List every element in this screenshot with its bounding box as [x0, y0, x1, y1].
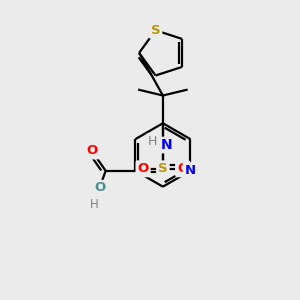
- Text: O: O: [86, 145, 98, 158]
- Text: H: H: [147, 135, 157, 148]
- Text: O: O: [137, 162, 149, 175]
- Text: O: O: [177, 162, 188, 175]
- Text: O: O: [94, 181, 105, 194]
- Text: N: N: [161, 138, 173, 152]
- Text: S: S: [151, 24, 160, 37]
- Text: H: H: [89, 198, 98, 211]
- Text: S: S: [158, 162, 168, 175]
- Text: N: N: [185, 164, 196, 177]
